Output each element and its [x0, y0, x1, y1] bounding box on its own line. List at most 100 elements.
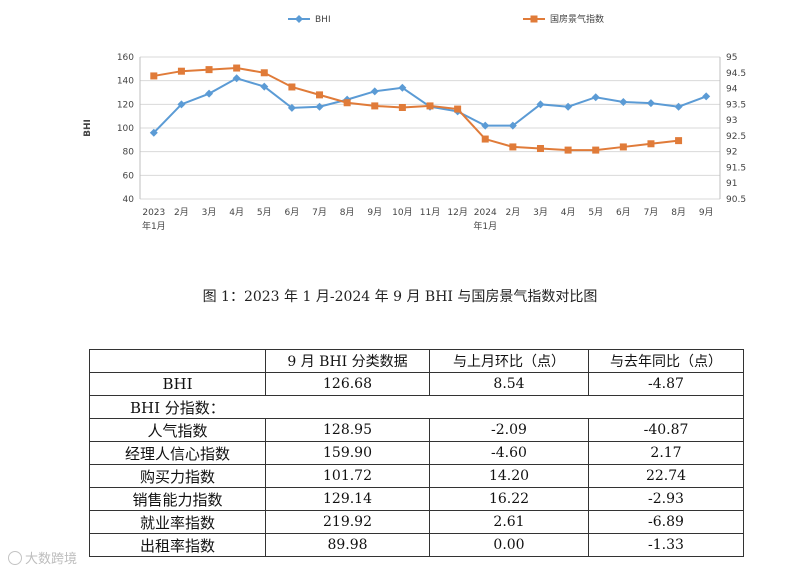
- row-yoy: 22.74: [588, 464, 744, 488]
- y2-tick-label: 92: [726, 148, 737, 158]
- data-point: [150, 72, 158, 80]
- row-yoy: -1.33: [588, 533, 744, 557]
- row-value: 89.98: [265, 533, 430, 557]
- data-point: [646, 99, 655, 108]
- y2-tick-label: 92.5: [726, 132, 746, 142]
- row-mom: -2.09: [429, 418, 589, 442]
- y2-tick-label: 91: [726, 179, 737, 189]
- y2-tick-label: 90.5: [726, 195, 746, 205]
- data-point: [647, 140, 655, 148]
- data-point: [398, 83, 407, 92]
- x-tick-label: 4月: [229, 207, 244, 218]
- y-tick-label: 60: [123, 171, 135, 181]
- data-point: [619, 97, 628, 106]
- data-point: [536, 145, 544, 153]
- row-name: BHI: [89, 372, 266, 396]
- table-header-row: 9 月 BHI 分类数据 与上月环比（点） 与去年同比（点）: [89, 349, 744, 373]
- data-point: [481, 121, 490, 130]
- row-mom: 0.00: [429, 533, 589, 557]
- x-tick-label: 10月: [392, 207, 412, 218]
- legend-label: 国房景气指数: [550, 13, 604, 25]
- data-point: [177, 67, 185, 75]
- x-tick-label: 6月: [285, 207, 300, 218]
- row-yoy: -6.89: [588, 510, 744, 534]
- bhi-category-table: 9 月 BHI 分类数据 与上月环比（点） 与去年同比（点） BHI 126.6…: [89, 349, 744, 557]
- y2-tick-label: 93: [726, 116, 737, 126]
- x-tick-label: 11月: [420, 207, 440, 218]
- data-point: [509, 143, 517, 151]
- row-mom: 14.20: [429, 464, 589, 488]
- table-row: 经理人信心指数 159.90 -4.60 2.17: [89, 441, 744, 465]
- row-value: 219.92: [265, 510, 430, 534]
- y-tick-label: 120: [117, 100, 134, 110]
- row-name: 就业率指数: [89, 510, 266, 534]
- data-point: [370, 87, 379, 96]
- section-label: BHI 分指数：: [89, 395, 744, 419]
- y2-tick-label: 91.5: [726, 163, 746, 173]
- data-point: [592, 146, 600, 154]
- x-tick-label: 3月: [533, 207, 548, 218]
- data-point: [564, 146, 572, 154]
- data-point: [177, 100, 186, 109]
- table-row: 就业率指数 219.92 2.61 -6.89: [89, 510, 744, 534]
- x-tick-label: 7月: [312, 207, 327, 218]
- figure-caption: 图 1：2023 年 1 月-2024 年 9 月 BHI 与国房景气指数对比图: [202, 289, 598, 305]
- row-mom: 2.61: [429, 510, 589, 534]
- y2-tick-label: 95: [726, 53, 737, 63]
- data-point: [232, 74, 241, 83]
- data-point: [149, 128, 158, 137]
- legend-marker: [530, 15, 538, 23]
- data-point: [674, 102, 683, 111]
- table-row: 购买力指数 101.72 14.20 22.74: [89, 464, 744, 488]
- data-point: [287, 103, 296, 112]
- data-point: [288, 83, 296, 91]
- row-value: 159.90: [265, 441, 430, 465]
- row-name: 出租率指数: [89, 533, 266, 557]
- data-point: [316, 91, 324, 99]
- y-tick-label: 160: [117, 53, 134, 63]
- legend-marker: [295, 15, 303, 23]
- x-tick-label: 3月: [202, 207, 217, 218]
- row-value: 101.72: [265, 464, 430, 488]
- x-tick-label: 4月: [561, 207, 576, 218]
- x-tick-label: 5月: [588, 207, 603, 218]
- x-tick-label: 12月: [447, 207, 467, 218]
- row-name: 销售能力指数: [89, 487, 266, 511]
- y-tick-label: 100: [117, 124, 134, 134]
- table-header-cell: [89, 349, 266, 373]
- row-mom: 8.54: [429, 372, 589, 396]
- data-point: [481, 135, 489, 143]
- x-tick-label: 年1月: [473, 220, 497, 232]
- row-name: 购买力指数: [89, 464, 266, 488]
- x-tick-label: 2月: [174, 207, 189, 218]
- table-header-cell: 与上月环比（点）: [429, 349, 589, 373]
- data-point: [564, 102, 573, 111]
- data-point: [371, 102, 379, 110]
- table-row: 人气指数 128.95 -2.09 -40.87: [89, 418, 744, 442]
- x-tick-label: 2023: [142, 208, 165, 218]
- y-axis-label: BHI: [83, 119, 93, 137]
- data-point: [536, 100, 545, 109]
- data-point: [205, 89, 214, 98]
- row-yoy: -4.87: [588, 372, 744, 396]
- data-point: [260, 69, 268, 77]
- data-point: [233, 64, 241, 72]
- table-row-bhi: BHI 126.68 8.54 -4.87: [89, 372, 744, 396]
- data-point: [205, 66, 213, 74]
- x-tick-label: 7月: [644, 207, 659, 218]
- data-point: [398, 103, 406, 111]
- watermark: 大数跨境: [8, 548, 77, 567]
- row-value: 126.68: [265, 372, 430, 396]
- x-tick-label: 2月: [505, 207, 520, 218]
- x-tick-label: 年1月: [142, 220, 166, 232]
- watermark-logo-icon: [8, 551, 22, 565]
- row-mom: -4.60: [429, 441, 589, 465]
- legend-label: BHI: [315, 15, 331, 25]
- x-tick-label: 8月: [340, 207, 355, 218]
- y-tick-label: 40: [123, 195, 135, 205]
- row-mom: 16.22: [429, 487, 589, 511]
- y-tick-label: 140: [117, 77, 134, 87]
- y-tick-label: 80: [123, 148, 135, 158]
- data-point: [591, 93, 600, 102]
- series-line: [153, 67, 679, 152]
